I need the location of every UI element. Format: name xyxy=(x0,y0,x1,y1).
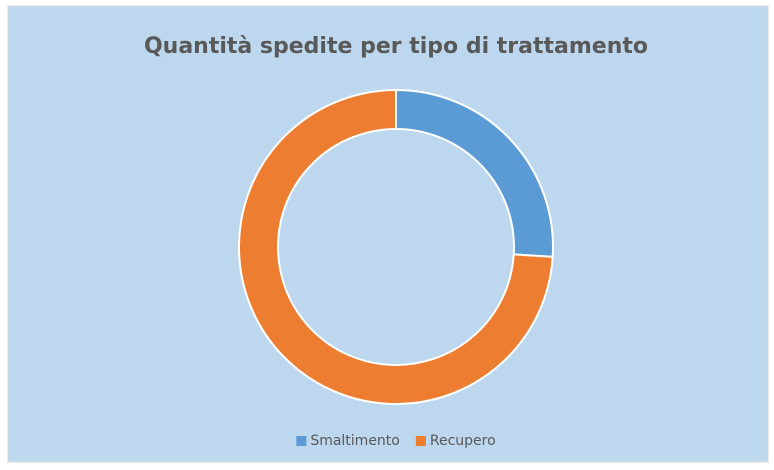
donut-segment xyxy=(238,88,554,405)
chart-title: Quantità spedite per tipo di trattamento xyxy=(144,34,648,59)
legend-swatch xyxy=(296,436,307,446)
legend-swatch xyxy=(415,436,426,446)
legend-label: Smaltimento xyxy=(310,433,400,449)
legend-label: Recupero xyxy=(430,433,496,449)
